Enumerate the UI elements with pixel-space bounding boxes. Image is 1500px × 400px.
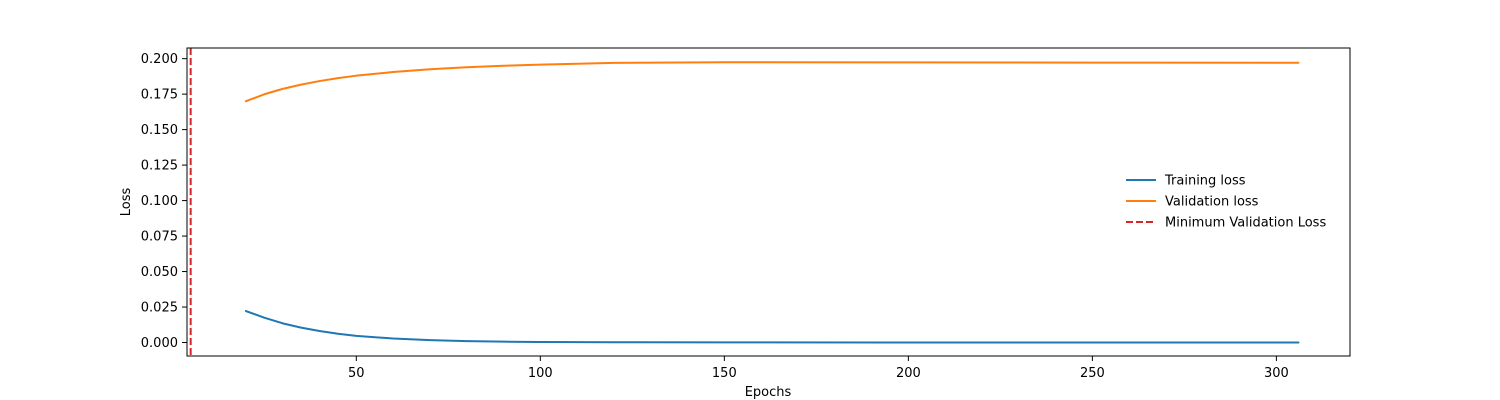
plot-area-frame bbox=[186, 47, 1351, 357]
y-axis-label: Loss bbox=[119, 188, 134, 217]
y-tick-label: 0.200 bbox=[141, 52, 178, 67]
series-layer bbox=[189, 48, 1300, 356]
training-loss-line bbox=[244, 310, 1300, 344]
y-tick-label: 0.100 bbox=[141, 194, 178, 209]
y-tick-label: 0.125 bbox=[141, 159, 178, 174]
legend-label: Training loss bbox=[1164, 174, 1246, 189]
y-tick-label: 0.075 bbox=[141, 230, 178, 245]
y-tick-label: 0.050 bbox=[141, 265, 178, 280]
x-axis-label: Epochs bbox=[745, 385, 792, 400]
legend-label: Minimum Validation Loss bbox=[1165, 216, 1326, 231]
legend: Training loss Validation loss Minimum Vali… bbox=[1126, 174, 1326, 231]
y-tick-label: 0.150 bbox=[141, 123, 178, 138]
x-tick-label: 200 bbox=[896, 366, 921, 381]
validation-loss-line bbox=[244, 61, 1300, 103]
y-tick-label: 0.025 bbox=[141, 301, 178, 316]
y-tick-label: 0.000 bbox=[141, 336, 178, 351]
x-axis: 50 100 150 200 250 300 bbox=[348, 356, 1289, 381]
x-tick-label: 50 bbox=[348, 366, 365, 381]
x-tick-label: 100 bbox=[528, 366, 553, 381]
x-tick-label: 150 bbox=[712, 366, 737, 381]
x-tick-label: 250 bbox=[1080, 366, 1105, 381]
y-tick-label: 0.175 bbox=[141, 88, 178, 103]
legend-label: Validation loss bbox=[1165, 195, 1259, 210]
y-axis: 0.000 0.025 0.050 0.075 0.100 0.125 0.150 0.175… bbox=[141, 52, 187, 351]
x-tick-label: 300 bbox=[1264, 366, 1289, 381]
